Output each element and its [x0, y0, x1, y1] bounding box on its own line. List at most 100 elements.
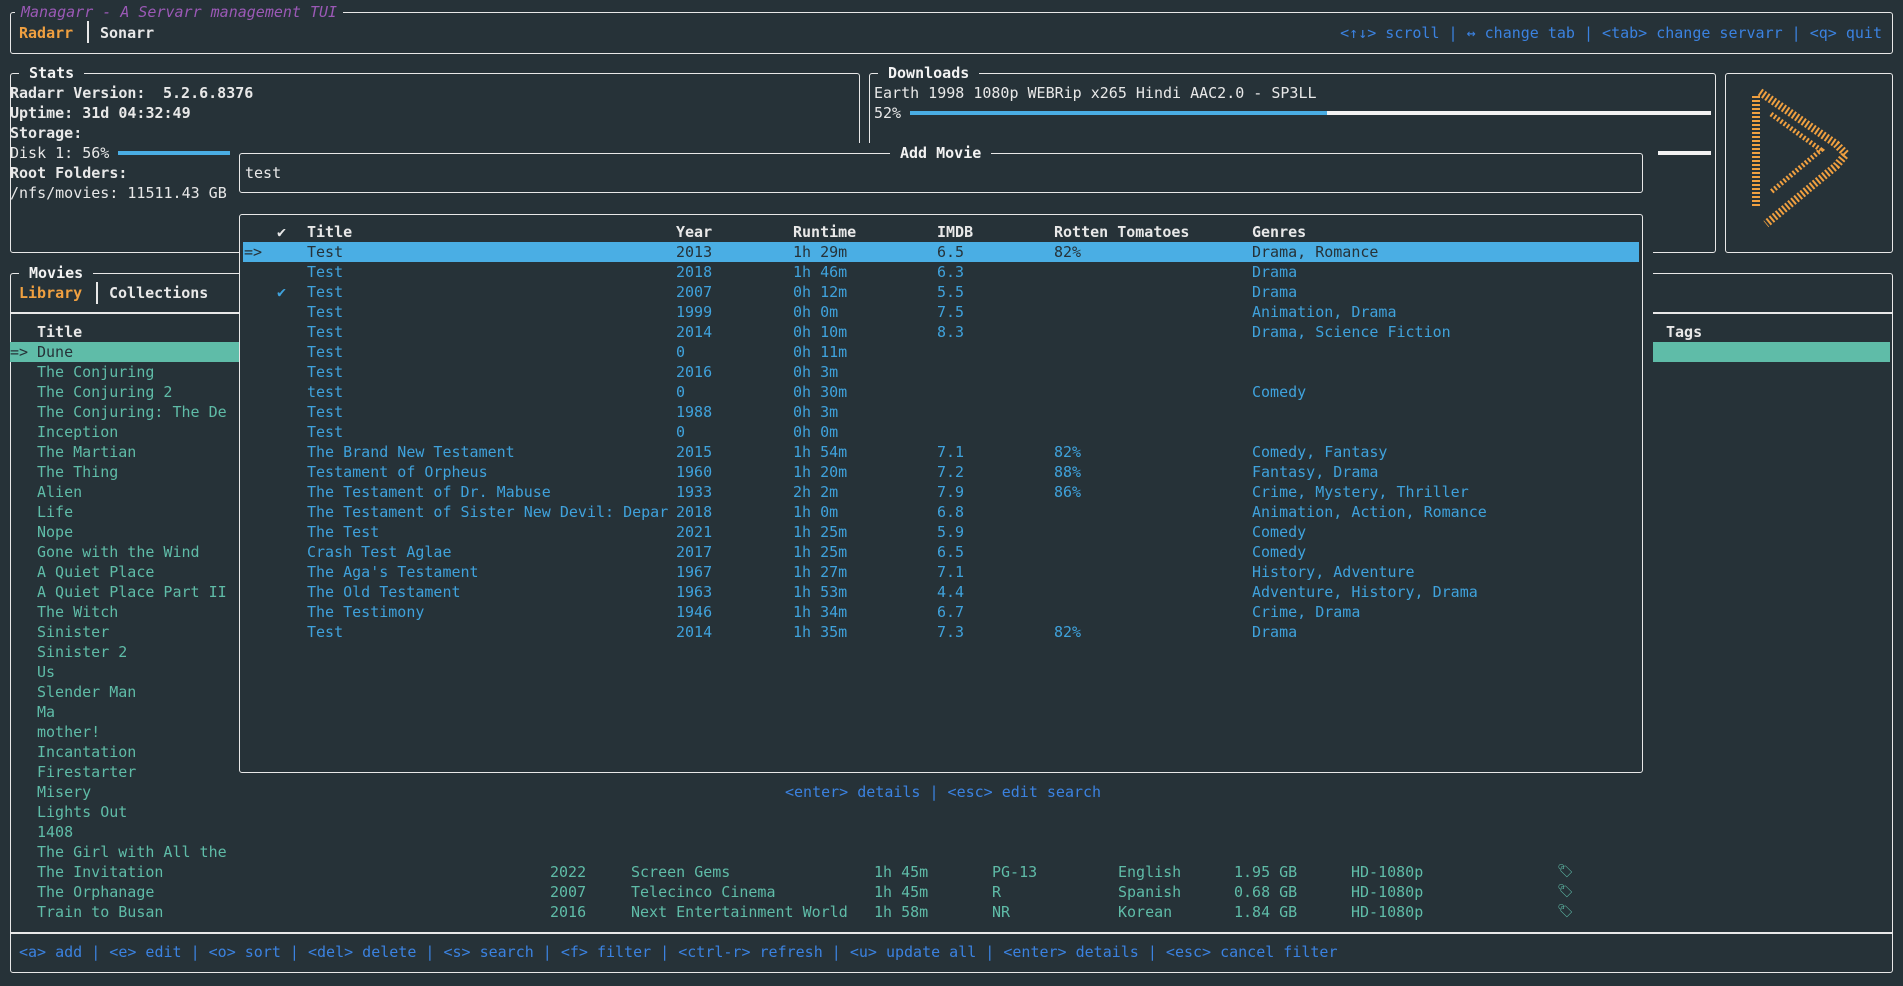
result-year: 1946 [676, 603, 713, 621]
result-genres: Animation, Action, Romance [1252, 503, 1487, 521]
result-title[interactable]: The Testament of Dr. Mabuse [307, 483, 551, 501]
results-column-header: Title [307, 223, 353, 241]
tag-icon: 🏷 [1557, 884, 1574, 899]
result-imdb: 6.7 [937, 603, 965, 621]
library-row-title[interactable]: Ma [37, 703, 56, 721]
result-year: 2015 [676, 443, 713, 461]
search-input[interactable]: test [245, 164, 282, 182]
result-genres: Comedy [1252, 383, 1307, 401]
app-title: Managarr - A Servarr management TUI [15, 2, 344, 22]
library-row-size: 1.84 GB [1234, 903, 1298, 921]
result-title[interactable]: Test [307, 363, 344, 381]
result-runtime: 0h 3m [793, 363, 839, 381]
library-row-title[interactable]: The Martian [37, 443, 137, 461]
library-row-title[interactable]: Firestarter [37, 763, 137, 781]
library-row-title[interactable]: Slender Man [37, 683, 137, 701]
header-panel: Managarr - A Servarr management TUI [10, 2, 1893, 54]
library-row-title[interactable]: Inception [37, 423, 119, 441]
root-folders-label: Root Folders: [10, 164, 128, 182]
result-runtime: 0h 3m [793, 403, 839, 421]
results-selected-row[interactable] [243, 242, 1639, 262]
result-genres: History, Adventure [1252, 563, 1415, 581]
result-title[interactable]: The Testimony [307, 603, 425, 621]
result-year: 2021 [676, 523, 713, 541]
result-runtime: 0h 11m [793, 343, 848, 361]
result-title[interactable]: Testament of Orpheus [307, 463, 488, 481]
library-row-language: English [1118, 863, 1182, 881]
library-row-title[interactable]: The Conjuring 2 [37, 383, 173, 401]
result-title[interactable]: Test [307, 343, 344, 361]
tab-collections[interactable]: Collections [109, 284, 209, 302]
library-row-runtime: 1h 58m [874, 903, 929, 921]
result-genres: Drama, Science Fiction [1252, 323, 1451, 341]
result-title[interactable]: Test [307, 323, 344, 341]
library-row-title[interactable]: Us [37, 663, 56, 681]
result-title[interactable]: Test [307, 283, 344, 301]
result-title[interactable]: test [307, 383, 344, 401]
result-imdb: 7.9 [937, 483, 965, 501]
library-row-runtime: 1h 45m [874, 883, 929, 901]
result-title[interactable]: The Testament of Sister New Devil: Depar [307, 503, 669, 521]
result-genres: Drama [1252, 283, 1298, 301]
result-title[interactable]: Test [307, 243, 344, 261]
library-row-title[interactable]: Sinister [37, 623, 110, 641]
result-title[interactable]: The Old Testament [307, 583, 461, 601]
movies-tab-divider [96, 282, 98, 304]
result-year: 0 [676, 383, 686, 401]
library-row-title[interactable]: The Conjuring: The De [37, 403, 227, 421]
result-genres: Drama [1252, 263, 1298, 281]
result-runtime: 0h 0m [793, 303, 839, 321]
library-row-title[interactable]: A Quiet Place Part II [37, 583, 227, 601]
result-year: 2013 [676, 243, 713, 261]
tab-radarr[interactable]: Radarr [19, 24, 74, 42]
result-title[interactable]: The Brand New Testament [307, 443, 515, 461]
result-rt: 82% [1054, 623, 1082, 641]
result-runtime: 1h 54m [793, 443, 848, 461]
library-row-title[interactable]: Sinister 2 [37, 643, 128, 661]
result-imdb: 6.5 [937, 543, 965, 561]
library-row-title[interactable]: Dune [37, 343, 74, 361]
library-row-title[interactable]: Alien [37, 483, 83, 501]
result-title[interactable]: The Aga's Testament [307, 563, 479, 581]
library-row-title[interactable]: Life [37, 503, 74, 521]
library-row-title[interactable]: A Quiet Place [37, 563, 155, 581]
download-gauge [910, 111, 1711, 115]
result-imdb: 6.8 [937, 503, 965, 521]
result-year: 2017 [676, 543, 713, 561]
library-row-title[interactable]: The Thing [37, 463, 119, 481]
results-selected-marker: => [244, 243, 263, 261]
results-column-header: Runtime [793, 223, 857, 241]
library-row-title[interactable]: mother! [37, 723, 101, 741]
result-title[interactable]: Test [307, 623, 344, 641]
result-genres: Comedy [1252, 543, 1307, 561]
result-title[interactable]: Test [307, 423, 344, 441]
result-year: 1988 [676, 403, 713, 421]
tab-library[interactable]: Library [19, 284, 83, 302]
library-row-title[interactable]: Lights Out [37, 803, 128, 821]
result-genres: Comedy, Fantasy [1252, 443, 1388, 461]
library-row-title[interactable]: Gone with the Wind [37, 543, 200, 561]
download-gauge-fill [910, 111, 1327, 115]
result-title[interactable]: Test [307, 263, 344, 281]
tab-sonarr[interactable]: Sonarr [100, 24, 155, 42]
result-runtime: 1h 46m [793, 263, 848, 281]
result-year: 1967 [676, 563, 713, 581]
result-genres: Drama [1252, 623, 1298, 641]
result-title[interactable]: The Test [307, 523, 380, 541]
result-title[interactable]: Test [307, 303, 344, 321]
library-row-title[interactable]: Nope [37, 523, 74, 541]
result-rt: 88% [1054, 463, 1082, 481]
result-title[interactable]: Test [307, 403, 344, 421]
results-column-header: Genres [1252, 223, 1307, 241]
selected-marker: => [10, 343, 29, 361]
library-row-title[interactable]: Misery [37, 783, 92, 801]
result-title[interactable]: Crash Test Aglae [307, 543, 452, 561]
library-row-title[interactable]: The Girl with All the [37, 843, 227, 861]
result-year: 2018 [676, 263, 713, 281]
library-row-title[interactable]: The Conjuring [37, 363, 155, 381]
library-row-title[interactable]: The Witch [37, 603, 119, 621]
library-row-title[interactable]: Incantation [37, 743, 137, 761]
result-year: 2007 [676, 283, 713, 301]
result-runtime: 1h 25m [793, 543, 848, 561]
library-row-title[interactable]: 1408 [37, 823, 74, 841]
